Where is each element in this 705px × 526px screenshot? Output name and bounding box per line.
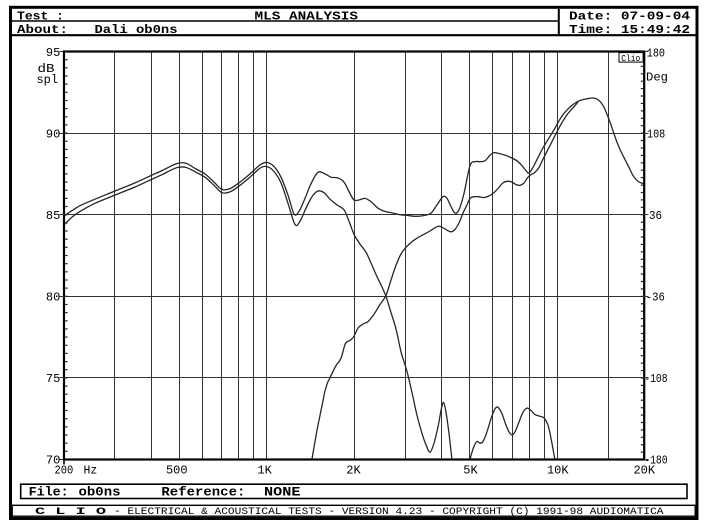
svg-text:Clio: Clio — [621, 54, 640, 64]
svg-text:75: 75 — [46, 372, 60, 386]
svg-text:Hz: Hz — [84, 464, 98, 478]
svg-text:Test :: Test : — [17, 10, 64, 24]
svg-text:Time: 15:49:42: Time: 15:49:42 — [569, 23, 690, 37]
svg-text:108: 108 — [647, 127, 665, 141]
svg-text:180: 180 — [647, 46, 665, 60]
svg-text:36: 36 — [649, 209, 662, 223]
svg-text:Date: 07-09-04: Date: 07-09-04 — [569, 10, 690, 24]
svg-text:NONE: NONE — [264, 485, 301, 499]
svg-text:85: 85 — [46, 209, 60, 223]
svg-text:MLS ANALYSIS: MLS ANALYSIS — [255, 10, 359, 24]
svg-text:-180: -180 — [644, 454, 668, 468]
svg-text:-36: -36 — [646, 291, 665, 305]
svg-text:C L I O: C L I O — [35, 506, 106, 518]
svg-text:95: 95 — [46, 46, 60, 60]
svg-text:spl: spl — [37, 73, 59, 87]
svg-text:1K: 1K — [257, 464, 272, 478]
svg-text:5K: 5K — [463, 464, 478, 478]
svg-text:20K: 20K — [633, 464, 655, 478]
svg-text:-108: -108 — [644, 372, 668, 386]
svg-text:10K: 10K — [547, 464, 569, 478]
svg-text:File:: File: — [29, 485, 69, 499]
svg-text:Reference:: Reference: — [161, 485, 245, 499]
svg-text:80: 80 — [46, 291, 60, 305]
svg-text:2K: 2K — [346, 464, 361, 478]
svg-text:Deg: Deg — [646, 71, 668, 85]
svg-text:90: 90 — [46, 127, 60, 141]
svg-text:70: 70 — [46, 454, 60, 468]
svg-text:dB: dB — [38, 62, 55, 76]
svg-text:ob0ns: ob0ns — [79, 485, 121, 499]
svg-text:About:: About: — [17, 23, 68, 37]
svg-text:Dali ob0ns: Dali ob0ns — [95, 23, 178, 37]
svg-text:500: 500 — [166, 464, 188, 478]
svg-text:- ELECTRICAL & ACOUSTICAL TES: - ELECTRICAL & ACOUSTICAL TESTS - VERSIO… — [114, 506, 664, 518]
svg-text:200: 200 — [55, 464, 74, 478]
